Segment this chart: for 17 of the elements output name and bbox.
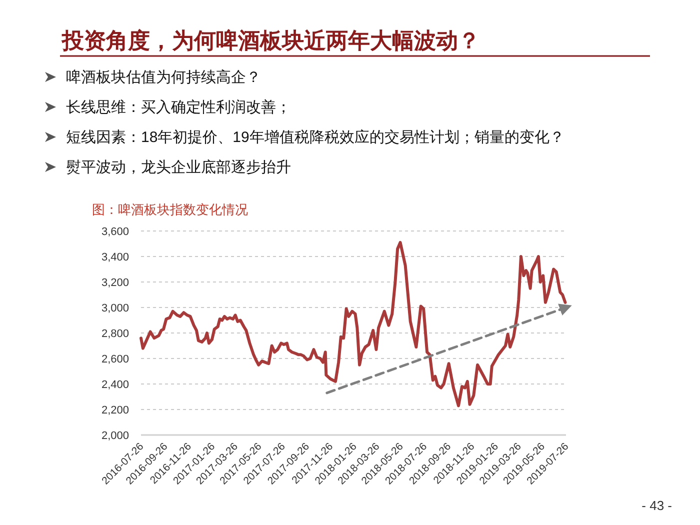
y-tick-label: 3,200 [101, 277, 129, 289]
text: 短线因素：18年初提价、19年增值税降税效应的交易性计划；销量的变化？ [66, 129, 564, 146]
text: 啤酒板块估值为何持续高企？ [66, 69, 261, 86]
chart-title: 投资角度，为何啤酒板块近两年大幅波动？ [61, 28, 480, 53]
chart-subtitle: 图：啤酒板块指数变化情况 [92, 202, 248, 217]
y-tick-label: 3,600 [101, 226, 129, 238]
text: - 43 - [642, 498, 672, 513]
line-series [140, 240, 567, 408]
y-tick-label: 3,000 [101, 302, 129, 314]
y-tick-label: 2,600 [101, 354, 129, 366]
y-tick-label: 2,400 [101, 379, 129, 391]
y-tick-label: 2,800 [101, 328, 129, 340]
y-tick-label: 2,000 [101, 430, 129, 442]
text: 长线思维：买入确定性利润改善； [66, 99, 291, 116]
y-tick-label: 2,200 [101, 404, 129, 416]
y-tick-label: 3,400 [101, 252, 129, 264]
text: 熨平波动，龙头企业底部逐步抬升 [66, 159, 291, 176]
